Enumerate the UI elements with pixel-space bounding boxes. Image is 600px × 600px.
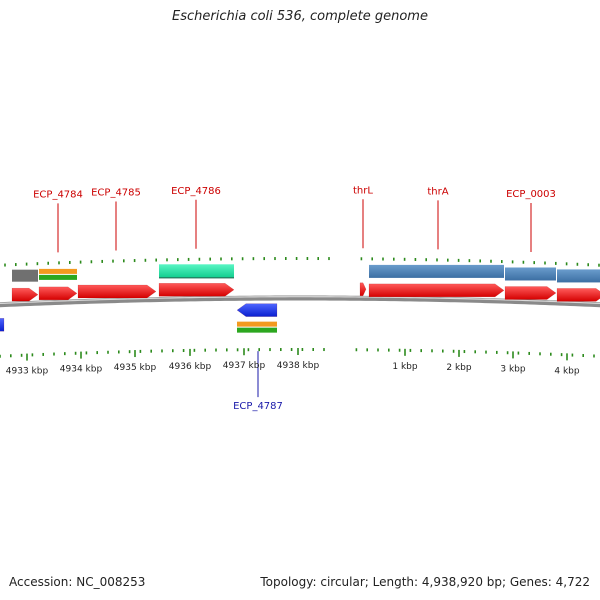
gene-bar[interactable] xyxy=(505,267,556,281)
forward-cds-arrow[interactable] xyxy=(359,282,367,297)
label-layer: 4933 kbp 4934 kbp 4935 kbp 4936 kbp 4937 kbp… xyxy=(6,185,580,412)
axis-position-label: 4938 kbp xyxy=(277,361,320,371)
forward-cds-arrow[interactable] xyxy=(368,283,505,298)
feature-track[interactable] xyxy=(0,264,600,333)
genome-backbone xyxy=(0,295,600,308)
gene-label: thrL xyxy=(353,185,373,196)
reverse-cds-arrow[interactable] xyxy=(236,303,278,317)
axis-position-label: 4937 kbp xyxy=(223,361,266,371)
backbone-line xyxy=(0,295,600,308)
axis-position-label: 4934 kbp xyxy=(60,365,103,375)
axis-position-label: 4 kbp xyxy=(554,366,580,376)
label-leaders xyxy=(57,199,532,398)
gene-bar[interactable] xyxy=(369,264,504,278)
backbone-highlight xyxy=(0,296,600,305)
misc-feature-bar[interactable] xyxy=(237,321,277,327)
forward-cds-arrow[interactable] xyxy=(11,287,39,302)
misc-feature-bar[interactable] xyxy=(39,268,77,274)
gene-label: ECP_4785 xyxy=(91,188,141,199)
page-title: Escherichia coli 536, complete genome xyxy=(172,9,428,24)
gene-label: ECP_0003 xyxy=(506,189,556,200)
reverse-cds-arrow[interactable] xyxy=(0,318,5,332)
ticks-lower xyxy=(0,348,595,361)
misc-feature-bar[interactable] xyxy=(39,274,77,280)
gene-bar[interactable] xyxy=(557,269,600,283)
misc-feature-bar[interactable] xyxy=(12,269,38,282)
ticks-upper xyxy=(4,257,600,267)
forward-cds-arrow[interactable] xyxy=(504,286,557,300)
forward-cds-arrow[interactable] xyxy=(158,283,235,297)
gene-label: thrA xyxy=(427,186,448,197)
accession-label: Accession: NC_008253 xyxy=(9,575,146,589)
gene-label: ECP_4787 xyxy=(233,401,283,412)
forward-cds-arrow[interactable] xyxy=(38,286,78,301)
gene-label: ECP_4784 xyxy=(33,189,83,200)
axis-position-label: 3 kbp xyxy=(500,364,526,374)
misc-feature-bar[interactable] xyxy=(237,327,277,333)
forward-cds-arrow[interactable] xyxy=(556,288,600,302)
axis-position-label: 4935 kbp xyxy=(114,363,157,373)
cds-bar[interactable] xyxy=(159,264,234,278)
gene-label: ECP_4786 xyxy=(171,186,221,197)
axis-position-label: 4936 kbp xyxy=(169,362,212,372)
topology-summary: Topology: circular; Length: 4,938,920 bp… xyxy=(260,575,590,589)
axis-position-label: 1 kbp xyxy=(392,362,418,372)
axis-position-label: 4933 kbp xyxy=(6,367,49,377)
axis-position-label: 2 kbp xyxy=(446,363,472,373)
forward-cds-arrow[interactable] xyxy=(77,284,157,299)
